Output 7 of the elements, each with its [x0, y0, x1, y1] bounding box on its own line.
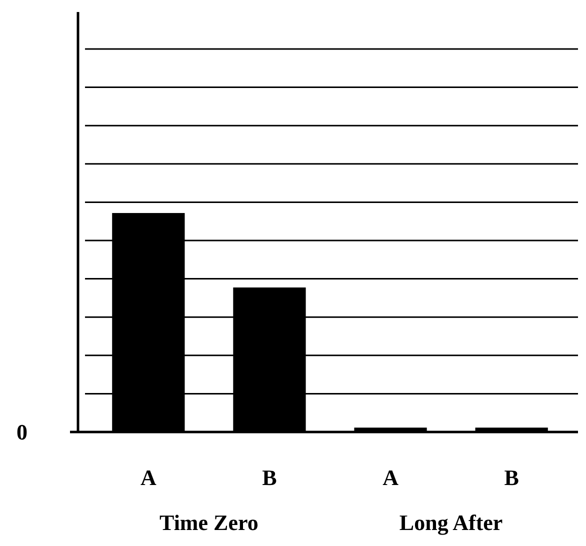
x-tick-label: B [262, 465, 278, 490]
text: Long After [399, 510, 503, 535]
x-tick-label: A [140, 465, 156, 490]
text: Time Zero [160, 510, 258, 535]
text: 0 [16, 420, 28, 445]
x-tick-label: A [382, 465, 399, 490]
x-tick-label: B [504, 465, 520, 490]
